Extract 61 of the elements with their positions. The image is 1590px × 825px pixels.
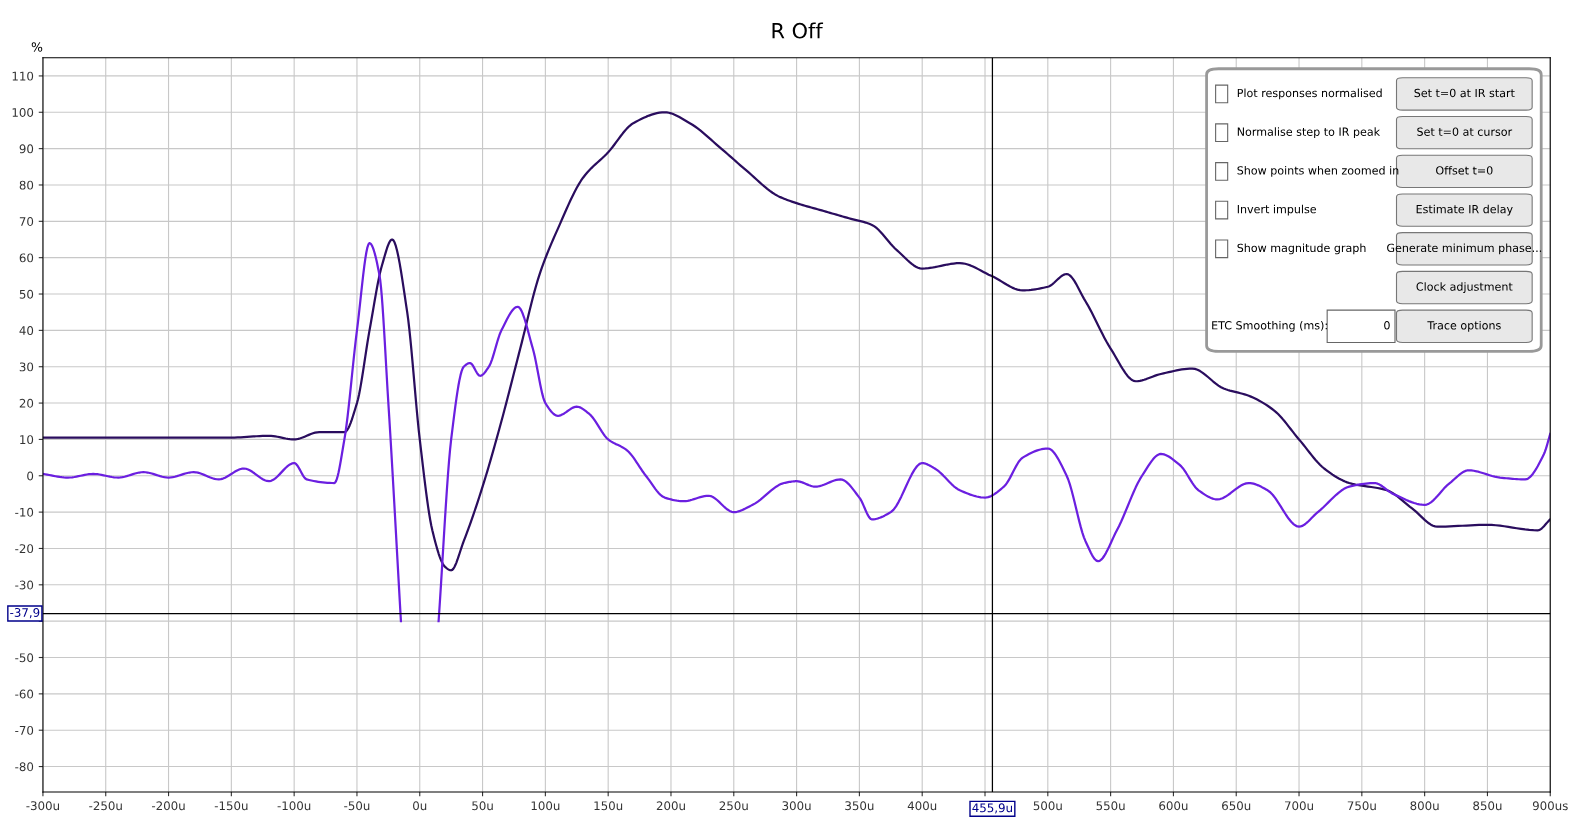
y-tick-label: -60 [15, 689, 34, 699]
x-tick-label: 700u [1284, 801, 1313, 811]
y-tick-label: 40 [19, 326, 34, 336]
x-tick-label: 500u [1033, 801, 1062, 811]
x-tick-label: 300u [782, 801, 811, 811]
y-tick-label: -70 [15, 725, 34, 735]
annotation: Trace options [1427, 320, 1501, 332]
x-tick-label: 150u [594, 801, 623, 811]
x-tick-label: 350u [845, 801, 874, 811]
x-tick-label: -100u [277, 801, 311, 811]
y-tick-label: 110 [12, 71, 34, 81]
annotation: Set t=0 at IR start [1414, 88, 1515, 98]
y-tick-label: 90 [19, 144, 34, 154]
annotation: Generate minimum phase... [1387, 243, 1542, 255]
y-tick-label: 60 [19, 253, 34, 263]
x-tick-label: 0u [413, 801, 427, 811]
annotation: Show magnitude graph [1237, 243, 1366, 255]
y-tick-label: 20 [19, 398, 34, 408]
chart-title: R Off [772, 22, 824, 39]
y-tick-label: -80 [15, 762, 34, 772]
annotation: Estimate IR delay [1416, 204, 1513, 216]
x-tick-label: 200u [656, 801, 685, 811]
annotation: ETC Smoothing (ms): [1212, 320, 1327, 332]
y-tick-label: -20 [15, 544, 34, 554]
x-tick-label: 600u [1159, 801, 1188, 811]
annotation: Set t=0 at cursor [1417, 127, 1513, 136]
x-tick-label: 750u [1347, 801, 1376, 811]
ref-line-label: 455,9u [972, 803, 1012, 814]
y-tick-label: 70 [19, 217, 34, 226]
y-axis-title: % [31, 42, 43, 52]
x-tick-label: 900us [1532, 801, 1568, 811]
annotation: Invert impulse [1237, 204, 1317, 216]
annotation: Offset t=0 [1436, 166, 1493, 175]
annotation: Normalise step to IR peak [1237, 127, 1381, 139]
annotation: Show points when zoomed in [1237, 166, 1399, 177]
y-tick-label: 80 [19, 180, 34, 190]
x-tick-label: -50u [344, 801, 370, 811]
x-tick-label: 400u [907, 801, 937, 811]
x-tick-label: 850u [1473, 801, 1502, 811]
y-tick-label: 0 [27, 471, 34, 481]
x-tick-label: 650u [1222, 801, 1251, 811]
ref-line-label: -37,9 [10, 608, 40, 619]
x-tick-label: 800u [1410, 801, 1439, 811]
x-tick-label: -300u [26, 801, 59, 811]
y-tick-label: 100 [12, 108, 34, 117]
y-tick-label: 50 [19, 289, 34, 299]
annotation: Plot responses normalised [1237, 88, 1382, 100]
y-tick-label: 30 [19, 362, 34, 372]
annotation: 0 [1384, 321, 1390, 330]
x-tick-label: 50u [472, 801, 493, 811]
y-tick-label: -50 [15, 653, 34, 663]
annotation: Clock adjustment [1416, 282, 1513, 293]
y-tick-label: -30 [15, 580, 34, 590]
x-tick-label: 250u [719, 801, 748, 811]
x-tick-label: -150u [214, 801, 248, 811]
y-tick-label: -10 [15, 507, 34, 517]
x-tick-label: -250u [89, 801, 122, 811]
x-tick-label: 100u [531, 801, 560, 811]
y-tick-label: 10 [20, 435, 34, 445]
x-tick-label: -200u [151, 801, 185, 811]
x-tick-label: 550u [1096, 801, 1125, 811]
